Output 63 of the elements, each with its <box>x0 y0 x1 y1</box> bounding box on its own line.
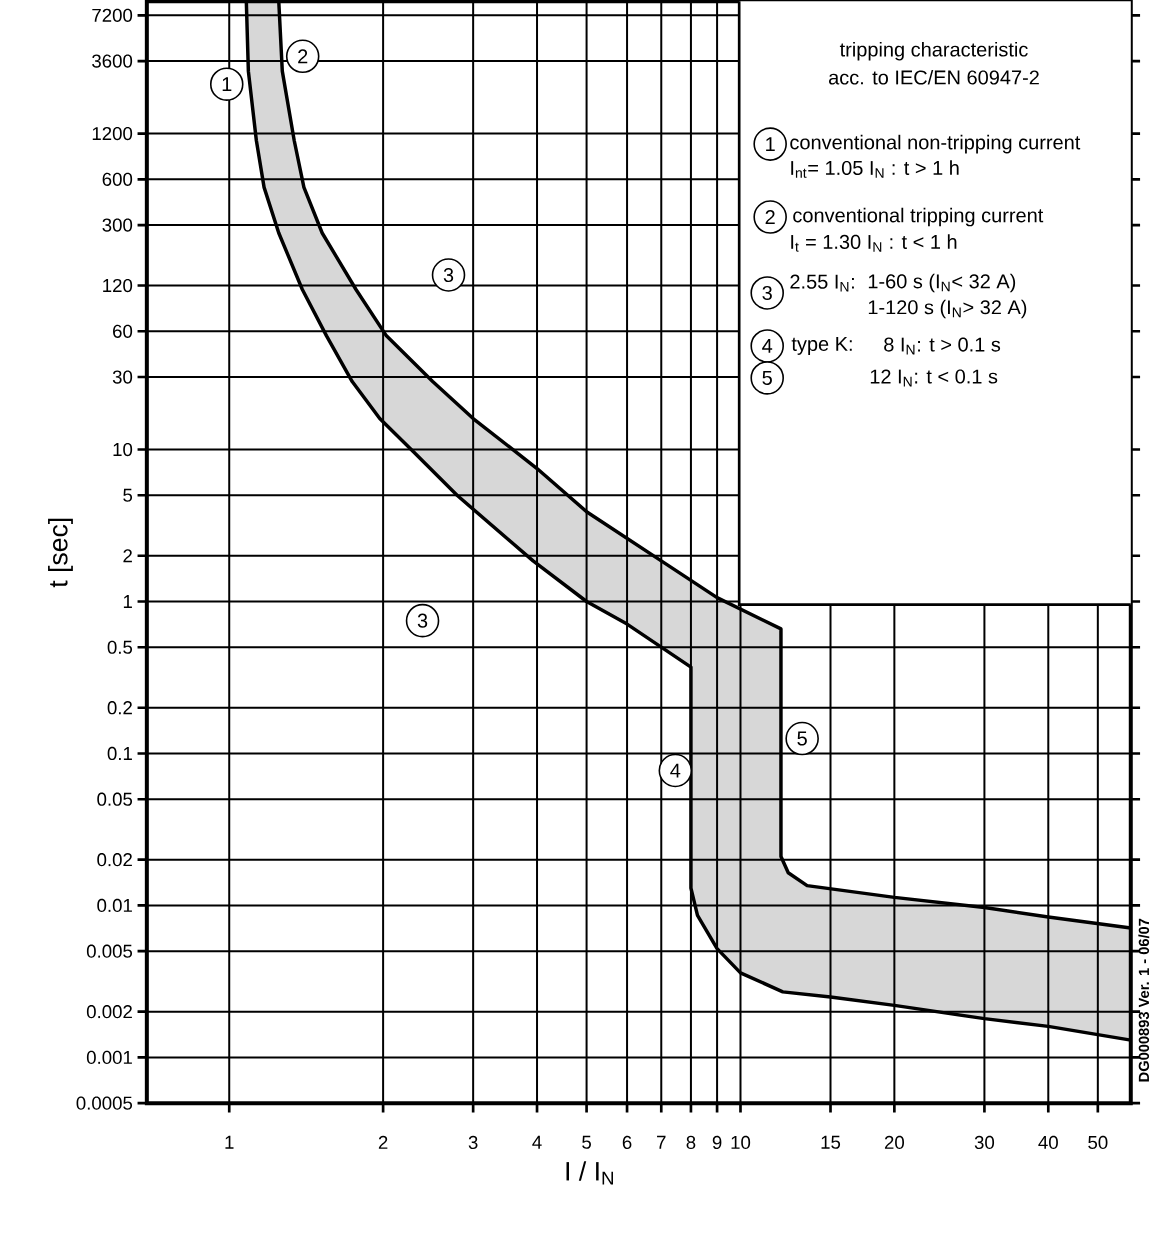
y-tick-label: 600 <box>102 172 133 186</box>
x-tick-label: 40 <box>1038 1135 1059 1150</box>
y-tick-label: 30 <box>112 370 133 384</box>
annotation: type K: <box>791 337 852 355</box>
text: DG000893 Ver. 1 - 06/07 <box>1138 918 1150 1082</box>
y-tick-label: 1 <box>124 595 133 608</box>
y-tick-label: 10 <box>113 442 133 457</box>
annotation: I$_{nt}$= 1.05 I$_{N}$ : t > 1 h <box>791 160 959 178</box>
y-tick-label: 0.2 <box>107 701 133 715</box>
annotation: 3 <box>417 613 428 628</box>
y-tick-label: 0.5 <box>107 640 133 654</box>
x-tick-label: 7 <box>657 1135 666 1149</box>
y-tick-label: 0.0005 <box>76 1096 133 1110</box>
annotation: 4 <box>670 763 681 778</box>
annotation: 3 <box>443 267 454 283</box>
y-tick-label: 2 <box>123 549 133 563</box>
annotation: 5 <box>762 370 773 385</box>
x-tick-label: 8 <box>686 1135 696 1150</box>
annotation: 8 I$_{N}$: t > 0.1 s <box>884 337 1001 355</box>
y-tick-label: 0.05 <box>97 792 133 806</box>
annotation: 4 <box>762 339 773 353</box>
x-tick-label: 20 <box>885 1135 905 1150</box>
annotation: tripping characteristic <box>840 41 1028 61</box>
annotation: 2 <box>765 210 775 225</box>
x-tick-label: 9 <box>712 1135 722 1150</box>
annotation: 1 <box>222 77 232 92</box>
y-tick-label: 0.005 <box>87 944 133 958</box>
y-tick-label: 60 <box>113 324 133 338</box>
y-tick-label: 7200 <box>92 8 133 22</box>
x-axis-title: I / I$_{N}$ <box>566 1161 614 1185</box>
annotation: 1-120 s (I$_{N}$> 32 A) <box>869 299 1027 319</box>
x-tick-label: 6 <box>622 1135 632 1150</box>
y-tick-label: 300 <box>102 218 133 232</box>
x-tick-label: 30 <box>974 1135 995 1150</box>
x-tick-label: 1 <box>225 1135 234 1149</box>
annotation: 1 <box>766 137 775 151</box>
y-tick-label: 3600 <box>92 54 133 68</box>
x-tick-label: 2 <box>378 1135 388 1149</box>
x-tick-label: 50 <box>1088 1135 1108 1150</box>
annotation: conventional non-tripping current <box>790 134 1081 154</box>
y-tick-label: 1200 <box>92 126 133 141</box>
y-tick-label: 0.02 <box>97 853 133 867</box>
annotation: 2.55 I$_{N}$: <box>790 274 855 292</box>
annotation: 2 <box>298 49 308 64</box>
y-tick-label: 120 <box>103 278 133 293</box>
annotation: acc. to IEC/EN 60947-2 <box>829 69 1039 85</box>
y-tick-label: 0.1 <box>107 746 133 761</box>
y-tick-label: 0.001 <box>87 1050 133 1065</box>
x-tick-label: 5 <box>582 1135 592 1149</box>
annotation: 5 <box>797 731 807 746</box>
annotation: 12 I$_{N}$: t < 0.1 s <box>870 369 998 387</box>
x-tick-label: 3 <box>468 1135 478 1150</box>
y-tick-label: 0.01 <box>97 898 133 913</box>
annotation: I$_{t}$ = 1.30 I$_{N}$ : t < 1 h <box>791 234 957 252</box>
x-tick-label: 15 <box>821 1135 841 1149</box>
annotation: conventional tripping current <box>793 207 1044 227</box>
y-axis-title: t [sec] <box>48 518 74 588</box>
annotation: 1-60 s (I$_{N}$< 32 A) <box>869 273 1016 293</box>
annotation: 3 <box>762 285 773 301</box>
x-tick-label: 4 <box>532 1135 542 1149</box>
x-tick-label: 10 <box>731 1135 751 1150</box>
y-tick-label: 0.002 <box>87 1005 133 1019</box>
y-tick-label: 5 <box>123 488 133 502</box>
